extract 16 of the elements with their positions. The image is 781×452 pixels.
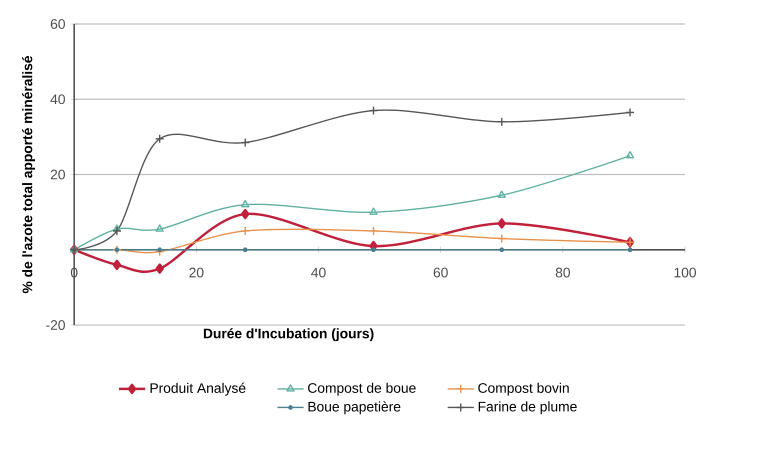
y-tick-label: 60: [50, 19, 65, 30]
x-tick-label: 100: [674, 268, 696, 278]
legend-label: Farine de plume: [478, 402, 577, 414]
y-tick-label: -20: [46, 320, 65, 330]
legend-label: Boue papetière: [308, 401, 400, 414]
x-tick-label: 40: [311, 268, 326, 278]
legend-label: Compost de boue: [308, 382, 416, 396]
x-tick-label: 20: [189, 268, 204, 278]
x-tick-label: 80: [556, 268, 570, 278]
y-tick-label: 20: [50, 170, 65, 180]
x-tick-label: 60: [434, 268, 448, 278]
legend-label: Produit Analysé: [150, 382, 246, 396]
x-axis-title: Durée d'Incubation (jours): [204, 328, 374, 342]
y-tick-label: 40: [50, 94, 65, 104]
y-axis-title: % de l'azote total apporté minéralisé: [22, 56, 36, 294]
legend-label: Compost bovin: [478, 382, 569, 396]
